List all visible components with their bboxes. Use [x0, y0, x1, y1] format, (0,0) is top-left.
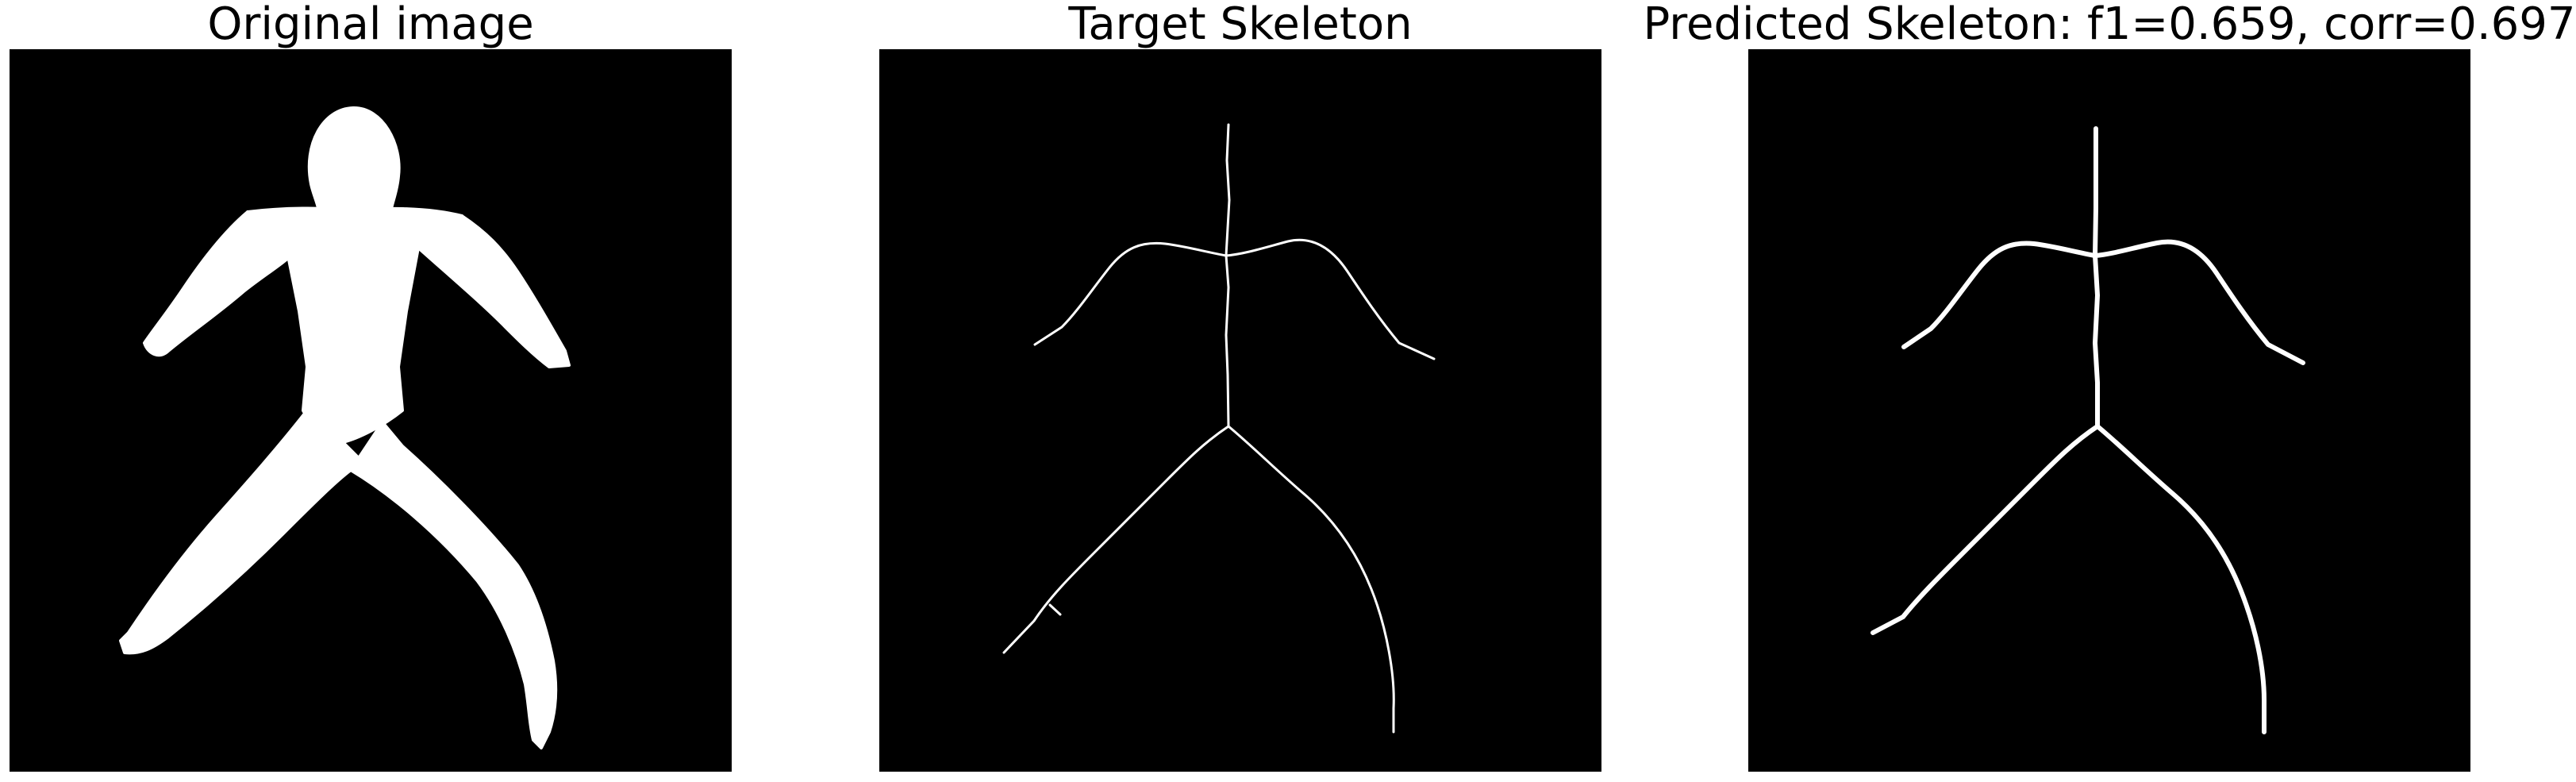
silhouette-head — [310, 108, 399, 220]
target-skeleton-image — [879, 49, 1601, 772]
panel-target: Target Skeleton — [879, 0, 1601, 782]
panel-title-predicted: Predicted Skeleton: f1=0.659, corr=0.697 — [1605, 0, 2576, 49]
original-silhouette-image — [10, 49, 732, 772]
predicted-skeleton-image — [1748, 49, 2470, 772]
predicted-spine — [2095, 129, 2097, 426]
panel-title-target: Target Skeleton — [879, 0, 1601, 49]
panel-original: Original image — [10, 0, 732, 782]
panel-title-original: Original image — [10, 0, 732, 49]
panel-predicted: Predicted Skeleton: f1=0.659, corr=0.697 — [1748, 0, 2470, 782]
